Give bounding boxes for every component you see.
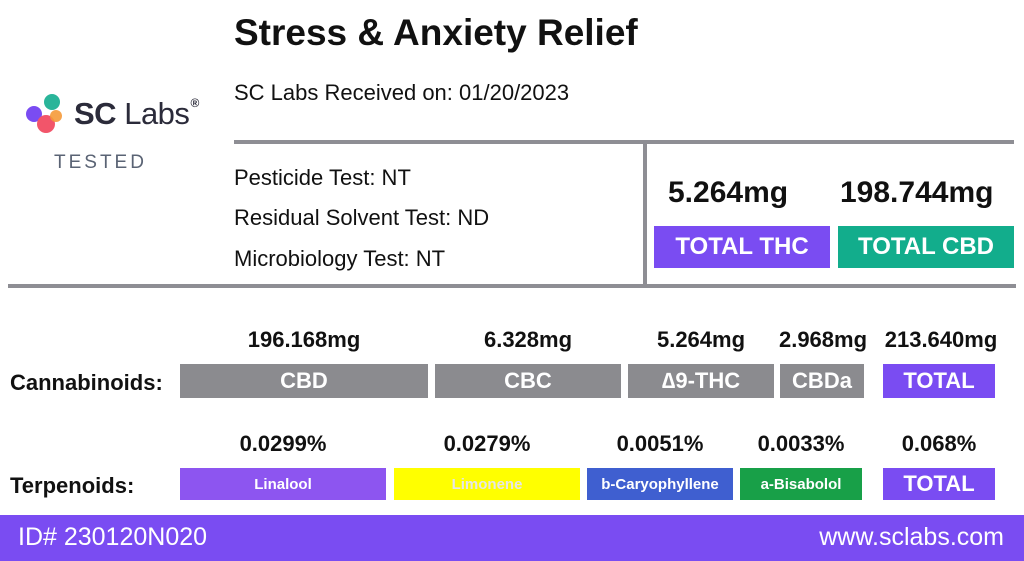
limonene-bar: Limonene	[394, 468, 580, 500]
website-link[interactable]: www.sclabs.com	[819, 523, 1004, 551]
pesticide-test: Pesticide Test: NT	[234, 165, 411, 190]
total-thc-badge: TOTAL THC	[654, 226, 830, 268]
terpenoids-label: Terpenoids:	[10, 473, 135, 498]
cannabinoids-label: Cannabinoids:	[10, 370, 163, 395]
registered-mark: ®	[190, 96, 199, 110]
caryophyllene-amount: 0.0051%	[616, 431, 704, 456]
cbda-amount: 2.968mg	[778, 327, 868, 352]
logo-name-light: Labs	[124, 96, 190, 131]
received-date: SC Labs Received on: 01/20/2023	[234, 80, 570, 105]
cbd-bar: CBD	[180, 364, 428, 398]
total-cbd-badge: TOTAL CBD	[838, 226, 1014, 268]
top-divider	[234, 140, 1014, 144]
page-title: Stress & Anxiety Relief	[234, 12, 638, 53]
bottom-divider	[8, 284, 1016, 288]
residual-solvent-test: Residual Solvent Test: ND	[234, 205, 490, 230]
microbiology-test: Microbiology Test: NT	[234, 246, 446, 271]
sample-id: ID# 230120N020	[18, 523, 208, 551]
vertical-divider	[643, 140, 647, 288]
linalool-bar: Linalool	[180, 468, 386, 500]
cannabinoid-total-amount: 213.640mg	[884, 327, 998, 352]
cbd-amount: 196.168mg	[247, 327, 361, 352]
footer-bar: ID# 230120N020 www.sclabs.com	[0, 515, 1024, 561]
logo-name-bold: SC	[74, 96, 117, 131]
d9-thc-amount: 5.264mg	[656, 327, 746, 352]
sc-labs-logo: SC Labs® TESTED	[22, 90, 212, 185]
tested-label: TESTED	[54, 152, 147, 173]
total-thc-value: 5.264mg	[668, 176, 789, 209]
bisabolol-bar: a-Bisabolol	[740, 468, 862, 500]
bisabolol-amount: 0.0033%	[757, 431, 845, 456]
linalool-amount: 0.0299%	[239, 431, 327, 456]
terpenoid-total-amount: 0.068%	[901, 431, 977, 456]
cannabinoid-total-bar: TOTAL	[883, 364, 995, 398]
cbc-bar: CBC	[435, 364, 621, 398]
caryophyllene-bar: b-Caryophyllene	[587, 468, 733, 500]
cbda-bar: CBDa	[780, 364, 864, 398]
limonene-amount: 0.0279%	[443, 431, 531, 456]
total-cbd-value: 198.744mg	[840, 176, 994, 209]
cbc-amount: 6.328mg	[483, 327, 573, 352]
d9-thc-bar: ∆9-THC	[628, 364, 774, 398]
terpenoid-total-bar: TOTAL	[883, 468, 995, 500]
logo-wordmark: SC Labs®	[74, 96, 199, 132]
sc-labs-logo-icon	[26, 94, 62, 133]
